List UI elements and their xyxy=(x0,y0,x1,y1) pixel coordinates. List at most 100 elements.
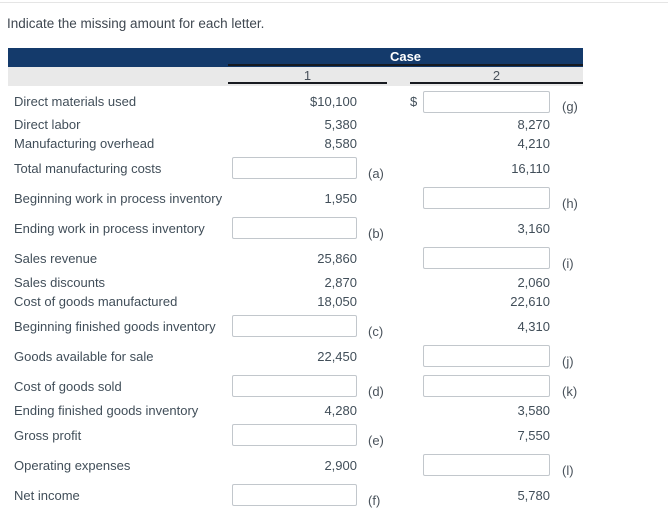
amount-value: 22,610 xyxy=(510,294,550,309)
amount-value: 4,280 xyxy=(324,403,357,418)
row-label: Gross profit xyxy=(14,427,82,443)
amount-input-b[interactable] xyxy=(232,217,357,239)
amount-value: 16,110 xyxy=(511,160,550,176)
letter-label: (j) xyxy=(562,353,574,369)
amount-input-d[interactable] xyxy=(232,375,357,397)
table-row: Manufacturing overhead 8,580 4,210 xyxy=(8,134,583,153)
table-row: Direct labor 5,380 8,270 xyxy=(8,115,583,134)
amount-input-g[interactable] xyxy=(423,90,550,113)
amount-input-l[interactable] xyxy=(423,454,550,476)
amount-value: 1,950 xyxy=(324,190,357,206)
case1-cell: 1,950 xyxy=(232,191,402,206)
case2-cell: (l) xyxy=(402,454,582,478)
table-rows: Direct materials used $10,100 $ (g) Dire… xyxy=(8,88,583,510)
table-row: Cost of goods manufactured 18,050 22,610 xyxy=(8,292,583,311)
row-label: Net income xyxy=(14,487,80,503)
column-header-case2: 2 xyxy=(492,68,501,83)
column-2-underline xyxy=(410,82,583,84)
case1-cell: 18,050 xyxy=(232,294,402,309)
table-row: Net income (f) 5,780 xyxy=(8,480,583,510)
table-row: Beginning work in process inventory 1,95… xyxy=(8,183,583,213)
amount-input-k[interactable] xyxy=(423,375,550,397)
row-label: Cost of goods sold xyxy=(14,378,122,394)
table-row: Gross profit (e) 7,550 xyxy=(8,420,583,450)
case1-cell: 5,380 xyxy=(232,117,402,132)
case1-cell: 8,580 xyxy=(232,136,402,151)
input-wrap xyxy=(232,375,357,397)
input-wrap xyxy=(423,187,550,209)
case2-cell: (i) xyxy=(402,247,582,271)
case2-cell: (h) xyxy=(402,187,582,211)
amount-value: 2,900 xyxy=(324,457,357,473)
row-label: Sales revenue xyxy=(14,250,98,266)
table-row: Sales revenue 25,860 (i) xyxy=(8,243,583,273)
amount-input-f[interactable] xyxy=(232,484,357,506)
case-table: Case 1 2 Direct materials used $10,100 $… xyxy=(8,48,583,510)
amount-input-j[interactable] xyxy=(423,345,550,367)
table-row: Ending finished goods inventory 4,280 3,… xyxy=(8,401,583,420)
letter-label: (a) xyxy=(368,165,384,181)
input-wrap xyxy=(423,90,550,113)
amount-value: 5,780 xyxy=(517,487,550,503)
letter-label: (b) xyxy=(368,225,384,241)
amount-input-i[interactable] xyxy=(423,247,550,269)
row-label: Cost of goods manufactured xyxy=(14,294,178,309)
input-wrap xyxy=(423,454,550,476)
amount-value: 8,580 xyxy=(324,136,357,151)
case1-cell: $10,100 xyxy=(232,94,402,109)
amount-input-e[interactable] xyxy=(232,424,357,446)
case1-cell: 22,450 xyxy=(232,349,402,364)
case2-cell: 2,060 xyxy=(402,275,582,290)
amount-value: 4,210 xyxy=(517,136,550,151)
row-label: Ending work in process inventory xyxy=(14,220,205,236)
input-wrap xyxy=(232,217,357,239)
case2-cell: 22,610 xyxy=(402,294,582,309)
table-row: Ending work in process inventory (b) 3,1… xyxy=(8,213,583,243)
amount-value: 8,270 xyxy=(517,117,550,132)
column-1-underline xyxy=(228,82,387,84)
case1-cell: 25,860 xyxy=(232,251,402,266)
case2-cell: $ (g) xyxy=(402,90,582,114)
table-row: Sales discounts 2,870 2,060 xyxy=(8,273,583,292)
case1-cell: (a) xyxy=(232,157,402,181)
page-top-divider xyxy=(0,2,668,3)
amount-input-c[interactable] xyxy=(232,315,357,337)
row-label: Direct labor xyxy=(14,117,81,132)
case2-cell: 5,780 xyxy=(402,488,582,503)
letter-label: (c) xyxy=(368,323,384,339)
amount-value: 5,380 xyxy=(324,117,357,132)
case1-cell: (f) xyxy=(232,484,402,508)
row-label: Sales discounts xyxy=(14,275,106,290)
amount-value: 3,580 xyxy=(517,403,550,418)
case2-cell: 4,210 xyxy=(402,136,582,151)
table-row: Direct materials used $10,100 $ (g) xyxy=(8,88,583,115)
amount-value: 2,060 xyxy=(517,275,550,290)
column-header-case1: 1 xyxy=(303,68,312,83)
dollar-sign: $ xyxy=(410,94,418,109)
row-label: Direct materials used xyxy=(14,94,137,109)
case-header-underline xyxy=(228,64,583,66)
amount-input-a[interactable] xyxy=(232,157,357,179)
case2-cell: 4,310 xyxy=(402,319,582,334)
case2-cell: 3,160 xyxy=(402,221,582,236)
case1-cell: 4,280 xyxy=(232,403,402,418)
case2-cell: 3,580 xyxy=(402,403,582,418)
case2-cell: 8,270 xyxy=(402,117,582,132)
case1-cell: 2,900 xyxy=(232,458,402,473)
case1-cell: (d) xyxy=(232,375,402,399)
letter-label: (k) xyxy=(562,383,578,399)
table-row: Total manufacturing costs (a) 16,110 xyxy=(8,153,583,183)
letter-label: (l) xyxy=(562,462,574,478)
letter-label: (i) xyxy=(562,255,574,271)
amount-value: 2,870 xyxy=(324,275,357,290)
amount-input-h[interactable] xyxy=(423,187,550,209)
amount-value: 22,450 xyxy=(317,348,357,364)
letter-label: (h) xyxy=(562,195,578,211)
amount-value: 4,310 xyxy=(517,318,550,334)
instruction-text: Indicate the missing amount for each let… xyxy=(7,16,265,31)
amount-value: 7,550 xyxy=(517,427,550,443)
case1-cell: 2,870 xyxy=(232,275,402,290)
amount-value: 18,050 xyxy=(317,294,357,309)
input-wrap xyxy=(232,157,357,179)
